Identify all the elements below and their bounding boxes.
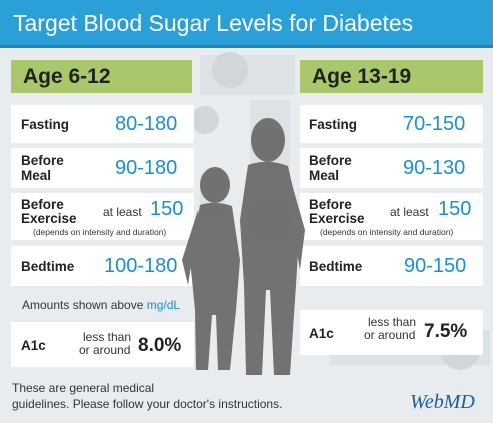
units-label: mg/dL bbox=[146, 298, 181, 312]
fasting-row-left: Fasting 80-180 bbox=[11, 105, 194, 143]
fasting-value: 80-180 bbox=[115, 113, 178, 135]
before-label: Before bbox=[21, 153, 64, 168]
units-note: Amounts shown above mg/dL bbox=[22, 298, 181, 312]
a1c-value: 8.0% bbox=[138, 335, 182, 356]
before-exercise-row-right: Before Exercise at least 150 (depends on… bbox=[300, 193, 483, 240]
before-label: Before bbox=[309, 153, 352, 168]
fasting-row-right: Fasting 70-150 bbox=[300, 105, 483, 143]
webmd-logo: WebMD bbox=[410, 391, 475, 413]
a1c-label: A1c bbox=[21, 338, 46, 353]
at-least-prefix: at least bbox=[103, 205, 142, 219]
exercise-label: Exercise bbox=[309, 211, 365, 226]
age-group-6-12: Age 6-12 bbox=[11, 60, 192, 93]
exercise-note: (depends on intensity and duration) bbox=[33, 227, 167, 237]
bedtime-value: 100-180 bbox=[104, 255, 178, 277]
a1c-value: 7.5% bbox=[424, 321, 468, 342]
before-exercise-value: 150 bbox=[438, 198, 472, 220]
before-meal-row-left: Before Meal 90-180 bbox=[11, 148, 194, 188]
a1c-pre-1: less than bbox=[368, 315, 417, 329]
a1c-row-right: A1c less than or around 7.5% bbox=[300, 310, 483, 355]
before-exercise-value: 150 bbox=[150, 198, 184, 220]
a1c-pre-1: less than bbox=[83, 330, 132, 344]
before-meal-value: 90-180 bbox=[115, 157, 178, 179]
before-meal-value: 90-130 bbox=[403, 157, 466, 179]
bedtime-row-right: Bedtime 90-150 bbox=[300, 246, 483, 286]
fasting-value: 70-150 bbox=[403, 113, 466, 135]
age-group-13-19: Age 13-19 bbox=[300, 60, 483, 93]
meal-label: Meal bbox=[21, 168, 52, 183]
a1c-row-left: A1c less than or around 8.0% bbox=[11, 322, 194, 367]
header-bar: Target Blood Sugar Levels for Diabetes bbox=[0, 0, 493, 48]
page-title: Target Blood Sugar Levels for Diabetes bbox=[13, 10, 414, 36]
before-label: Before bbox=[309, 197, 352, 212]
a1c-pre-2: or around bbox=[79, 343, 131, 357]
before-exercise-row-left: Before Exercise at least 150 (depends on… bbox=[11, 193, 194, 240]
before-meal-row-right: Before Meal 90-130 bbox=[300, 148, 483, 188]
bedtime-label: Bedtime bbox=[21, 259, 75, 274]
fasting-label: Fasting bbox=[309, 117, 358, 132]
before-label: Before bbox=[21, 197, 64, 212]
at-least-prefix: at least bbox=[390, 205, 429, 219]
disclaimer: These are general medical guidelines. Pl… bbox=[12, 381, 283, 411]
a1c-pre-2: or around bbox=[364, 328, 416, 342]
bedtime-row-left: Bedtime 100-180 bbox=[11, 246, 194, 286]
bedtime-label: Bedtime bbox=[309, 259, 363, 274]
fasting-label: Fasting bbox=[21, 117, 70, 132]
exercise-note: (depends on intensity and duration) bbox=[320, 227, 454, 237]
bedtime-value: 90-150 bbox=[404, 255, 467, 277]
a1c-label: A1c bbox=[309, 326, 334, 341]
meal-label: Meal bbox=[309, 168, 340, 183]
exercise-label: Exercise bbox=[21, 211, 77, 226]
children-silhouette-illustration bbox=[182, 118, 305, 375]
